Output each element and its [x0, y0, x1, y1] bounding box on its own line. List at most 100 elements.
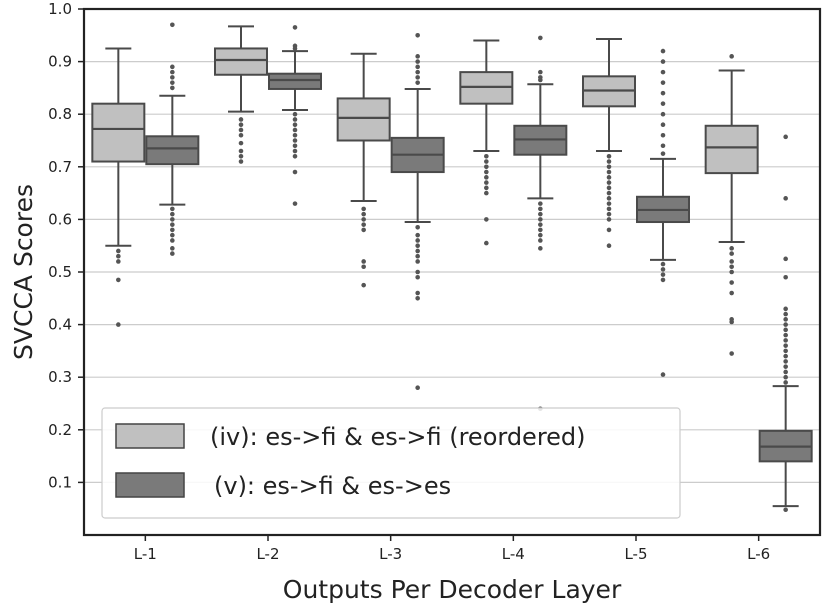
outlier-point: [116, 248, 121, 254]
x-axis: L-1 L-2 L-3 L-4 L-5 L-6: [134, 535, 770, 563]
outlier-point: [170, 80, 175, 85]
legend-swatch-iv: [115, 423, 185, 449]
x-tick-label: L-1: [134, 545, 157, 563]
y-tick-label: 0.5: [48, 263, 72, 281]
outlier-point: [606, 190, 612, 196]
outlier-point: [415, 33, 420, 38]
outlier-point: [660, 80, 666, 85]
x-tick-label: L-6: [747, 545, 770, 563]
outlier-point: [292, 148, 298, 154]
outlier-point: [729, 54, 734, 59]
outlier-point: [538, 35, 543, 41]
outlier-point: [538, 227, 543, 233]
y-tick-label: 0.8: [48, 105, 72, 123]
x-tick-label: L-4: [502, 545, 525, 563]
outlier-point: [292, 117, 298, 122]
outlier-point: [538, 69, 543, 75]
outlier-point: [292, 201, 298, 206]
outlier-point: [660, 111, 666, 117]
y-tick-label: 0.4: [48, 316, 72, 334]
box-iqr: [145, 135, 200, 166]
y-tick-label: 0.3: [48, 368, 72, 386]
outlier-point: [361, 282, 366, 288]
outlier-point: [606, 206, 612, 212]
box-iqr: [268, 72, 322, 90]
outlier-point: [415, 54, 420, 59]
outlier-point: [660, 90, 666, 96]
outlier-point: [538, 77, 543, 83]
outlier-point: [660, 59, 666, 64]
outlier-point: [606, 243, 612, 248]
box-L-2-v: [268, 25, 322, 206]
box-iqr: [214, 47, 268, 76]
outlier-point: [361, 222, 366, 227]
outlier-point: [415, 64, 420, 70]
outlier-point: [783, 327, 788, 333]
outlier-point: [170, 211, 175, 217]
outlier-point: [606, 180, 612, 185]
outlier-point: [170, 251, 175, 256]
outlier-point: [292, 169, 298, 175]
outlier-point: [292, 138, 298, 143]
outlier-point: [361, 211, 366, 217]
box-L-5-v: [636, 48, 690, 377]
outlier-point: [116, 253, 121, 259]
outlier-point: [660, 272, 666, 277]
outlier-point: [783, 322, 788, 327]
y-axis: 0.1 0.2 0.3 0.4 0.5 0.6 0.7 0.8 0.9 1.0: [48, 0, 84, 491]
legend-swatch-v: [115, 472, 185, 498]
outlier-point: [729, 246, 734, 251]
outlier-point: [538, 232, 543, 238]
outlier-point: [484, 175, 489, 180]
y-tick-label: 0.6: [48, 210, 72, 228]
outlier-point: [415, 69, 420, 75]
outlier-point: [238, 122, 244, 128]
outlier-point: [606, 175, 612, 180]
outlier-point: [484, 159, 489, 164]
outlier-point: [606, 196, 612, 201]
outlier-point: [783, 134, 788, 140]
outlier-point: [729, 290, 734, 296]
outlier-point: [238, 127, 244, 133]
outlier-point: [783, 374, 788, 380]
outlier-point: [606, 153, 612, 159]
legend-label-v: (v): es->fi & es->es: [214, 472, 451, 500]
outlier-point: [415, 224, 420, 230]
outlier-point: [783, 343, 788, 348]
outlier-point: [538, 201, 543, 206]
outlier-point: [660, 277, 666, 283]
outlier-point: [170, 64, 175, 70]
legend: (iv): es->fi & es->fi (reordered) (v): e…: [101, 407, 681, 519]
outlier-point: [729, 319, 734, 325]
outlier-point: [606, 164, 612, 170]
outlier-point: [484, 164, 489, 170]
outlier-point: [415, 238, 420, 243]
outlier-point: [238, 153, 244, 159]
outlier-point: [292, 153, 298, 159]
outlier-point: [415, 385, 420, 391]
box-iqr: [336, 97, 391, 142]
y-tick-label: 0.9: [48, 53, 72, 71]
outlier-point: [729, 351, 734, 356]
outlier-point: [170, 232, 175, 238]
outlier-point: [170, 227, 175, 233]
box-L-3-v: [390, 33, 445, 391]
outlier-point: [538, 217, 543, 222]
outlier-point: [415, 80, 420, 85]
outlier-point: [606, 211, 612, 217]
x-tick-label: L-3: [379, 545, 402, 563]
outlier-point: [361, 264, 366, 270]
outlier-point: [484, 240, 489, 246]
outlier-point: [415, 232, 420, 238]
outlier-point: [729, 259, 734, 264]
outlier-point: [415, 248, 420, 254]
y-tick-label: 0.2: [48, 421, 72, 439]
outlier-point: [415, 75, 420, 80]
outlier-point: [484, 185, 489, 191]
outlier-point: [783, 369, 788, 375]
outlier-point: [783, 317, 788, 322]
x-tick-label: L-5: [624, 545, 647, 563]
outlier-point: [729, 269, 734, 275]
outlier-point: [606, 227, 612, 233]
